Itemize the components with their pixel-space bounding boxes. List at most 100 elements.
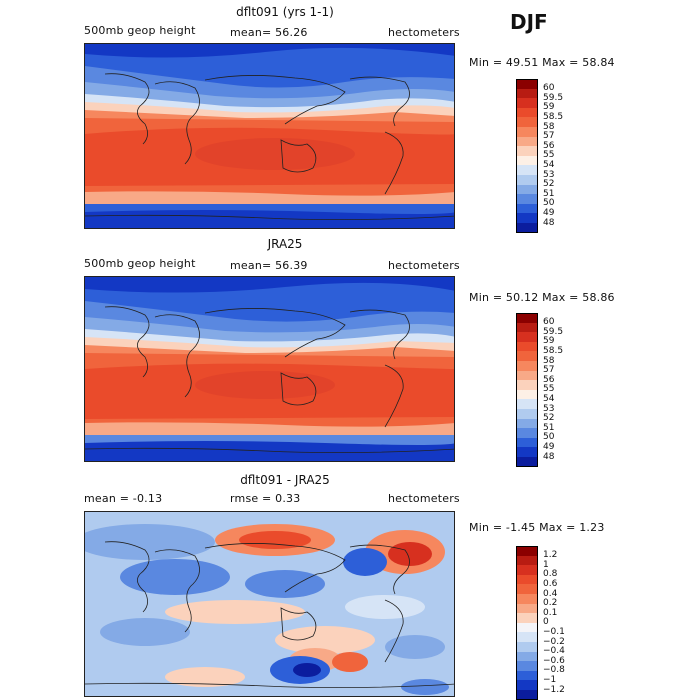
colorbar-tick-label: 49 — [543, 441, 555, 452]
colorbar-swatch — [516, 194, 538, 205]
colorbar-swatch — [516, 117, 538, 128]
colorbar-swatch — [516, 661, 538, 672]
colorbar-tick-label: −0.8 — [543, 665, 565, 676]
panel-1-units-label: hectometers — [388, 26, 460, 39]
panel-3-map — [84, 511, 455, 697]
colorbar-tick-label: 60 — [543, 317, 555, 328]
colorbar-tick-label: 48 — [543, 217, 555, 228]
colorbar-tick-label: 59.5 — [543, 92, 564, 103]
colorbar-tick-label: −1.2 — [543, 684, 565, 695]
colorbar-swatch — [516, 98, 538, 109]
colorbar-swatch — [516, 613, 538, 624]
colorbar-tick-label: 0 — [543, 617, 549, 628]
colorbar-tick-label: 58 — [543, 355, 555, 366]
colorbar-tick-label: 52 — [543, 179, 555, 190]
colorbar-tick-label: 1 — [543, 559, 549, 570]
colorbar-swatch — [516, 399, 538, 410]
panel-1-title: dflt091 (yrs 1-1) — [236, 5, 334, 19]
colorbar-tick-label: 58 — [543, 121, 555, 132]
panel-2-title: JRA25 — [267, 237, 303, 251]
colorbar-tick-label: 58.5 — [543, 111, 564, 122]
panel-2-minmax: Min = 50.12 Max = 58.86 — [469, 291, 615, 304]
colorbar-tick-label: −0.4 — [543, 646, 565, 657]
colorbar-swatch — [516, 223, 538, 234]
colorbar-tick-label: 57 — [543, 365, 555, 376]
panel-2-mean-label: mean= 56.39 — [230, 259, 308, 272]
colorbar-swatch — [516, 622, 538, 633]
colorbar-tick-label: 53 — [543, 403, 555, 414]
colorbar-tick-label: −0.1 — [543, 626, 565, 637]
panel-1-minmax: Min = 49.51 Max = 58.84 — [469, 56, 615, 69]
colorbar-swatch — [516, 165, 538, 176]
colorbar-tick-label: 59 — [543, 102, 555, 113]
colorbar-swatch — [516, 155, 538, 166]
colorbar-swatch — [516, 651, 538, 662]
colorbar-tick-label: 55 — [543, 384, 555, 395]
colorbar-swatch — [516, 574, 538, 585]
colorbar-swatch — [516, 322, 538, 333]
panel-2-map — [84, 276, 455, 462]
colorbar-tick-label: 51 — [543, 422, 555, 433]
colorbar-swatch — [516, 380, 538, 391]
season-label: DJF — [510, 10, 548, 34]
colorbar-swatch — [516, 680, 538, 691]
panel-3-minmax: Min = -1.45 Max = 1.23 — [469, 521, 605, 534]
colorbar-tick-label: 0.4 — [543, 588, 558, 599]
colorbar-swatch — [516, 670, 538, 681]
panel-2-contour-field — [85, 277, 454, 461]
colorbar-swatch — [516, 88, 538, 99]
colorbar-swatch — [516, 437, 538, 448]
colorbar-swatch — [516, 370, 538, 381]
colorbar-swatch — [516, 313, 538, 324]
colorbar-tick-label: 0.8 — [543, 569, 558, 580]
colorbar-tick-label: 58.5 — [543, 345, 564, 356]
panel-3-anomaly-field — [85, 512, 454, 696]
colorbar-swatch — [516, 332, 538, 343]
colorbar-swatch — [516, 107, 538, 118]
colorbar-swatch — [516, 203, 538, 214]
panel-3-title: dflt091 - JRA25 — [240, 473, 330, 487]
panel-1-contour-field — [85, 44, 454, 228]
colorbar-tick-label: −1 — [543, 674, 557, 685]
panel-3-units-label: hectometers — [388, 492, 460, 505]
colorbar-swatch — [516, 213, 538, 224]
colorbar-swatch — [516, 175, 538, 186]
colorbar-swatch — [516, 351, 538, 362]
panel-2-units-label: hectometers — [388, 259, 460, 272]
colorbar-tick-label: 0.6 — [543, 578, 558, 589]
colorbar-tick-label: 1.2 — [543, 550, 558, 561]
colorbar-tick-label: 0.1 — [543, 607, 558, 618]
panel-3-rmse-label: rmse = 0.33 — [230, 492, 301, 505]
colorbar-swatch — [516, 127, 538, 138]
colorbar-tick-label: −0.6 — [543, 655, 565, 666]
colorbar-swatch — [516, 690, 538, 700]
colorbar-tick-label: 57 — [543, 131, 555, 142]
colorbar-swatch — [516, 79, 538, 90]
colorbar-swatch — [516, 594, 538, 605]
colorbar-swatch — [516, 447, 538, 458]
colorbar-tick-label: 54 — [543, 393, 555, 404]
panel-2-variable-label: 500mb geop height — [84, 257, 196, 270]
colorbar-swatch — [516, 584, 538, 595]
colorbar-tick-label: 56 — [543, 374, 555, 385]
colorbar-tick-label: 59 — [543, 336, 555, 347]
colorbar-swatch — [516, 361, 538, 372]
colorbar-tick-label: 59.5 — [543, 326, 564, 337]
colorbar-swatch — [516, 642, 538, 653]
colorbar-tick-label: 51 — [543, 188, 555, 199]
colorbar-swatch — [516, 457, 538, 468]
colorbar-tick-label: 54 — [543, 159, 555, 170]
colorbar-swatch — [516, 428, 538, 439]
colorbar-tick-label: 48 — [543, 451, 555, 462]
colorbar-tick-label: 60 — [543, 83, 555, 94]
colorbar-swatch — [516, 603, 538, 614]
colorbar-tick-label: 50 — [543, 198, 555, 209]
panel-1-variable-label: 500mb geop height — [84, 24, 196, 37]
panel-1-mean-label: mean= 56.26 — [230, 26, 308, 39]
colorbar-swatch — [516, 632, 538, 643]
colorbar-swatch — [516, 184, 538, 195]
colorbar-swatch — [516, 389, 538, 400]
colorbar-tick-label: 56 — [543, 140, 555, 151]
colorbar-tick-label: 55 — [543, 150, 555, 161]
colorbar-tick-label: 53 — [543, 169, 555, 180]
